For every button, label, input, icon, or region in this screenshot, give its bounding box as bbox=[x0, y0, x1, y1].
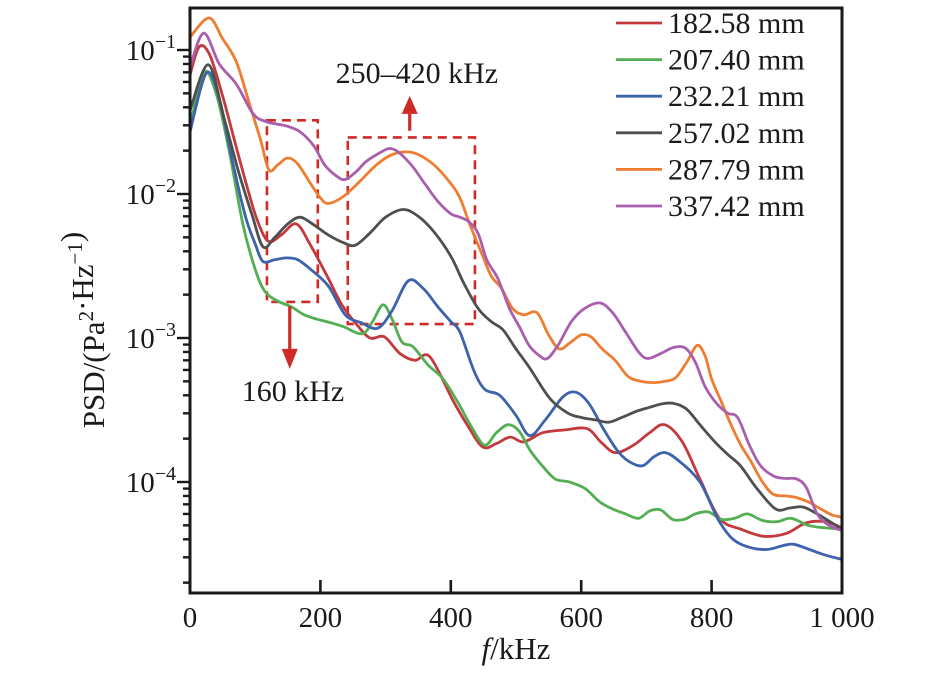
legend-item: 337.42 mm bbox=[616, 190, 805, 223]
legend-label: 287.79 mm bbox=[668, 153, 805, 186]
legend-item: 182.58 mm bbox=[616, 7, 805, 40]
legend-item: 287.79 mm bbox=[616, 153, 805, 186]
series-line-257-02-mm bbox=[190, 63, 842, 531]
y-tick-label: 10−1 bbox=[126, 31, 176, 67]
y-tick-label: 10−4 bbox=[126, 463, 176, 499]
legend-item: 232.21 mm bbox=[616, 80, 805, 113]
annotation-box-160khz bbox=[265, 118, 320, 304]
legend-label: 182.58 mm bbox=[668, 7, 805, 40]
y-axis-title: PSD/(Pa2·Hz−1) bbox=[54, 232, 111, 428]
x-tick-label: 200 bbox=[299, 602, 343, 634]
x-tick-label: 800 bbox=[690, 602, 734, 634]
annotation-label-250-420khz: 250–420 kHz bbox=[336, 57, 498, 90]
x-tick-label: 600 bbox=[559, 602, 603, 634]
plot-frame bbox=[188, 6, 844, 595]
x-tick-label: 400 bbox=[429, 602, 473, 634]
legend-item: 257.02 mm bbox=[616, 117, 805, 150]
legend-label: 337.42 mm bbox=[668, 190, 805, 223]
up-arrow-head bbox=[401, 95, 418, 114]
series-line-337-42-mm bbox=[190, 31, 842, 532]
annotation-box-250-420khz bbox=[346, 136, 477, 326]
series-line-287-79-mm bbox=[190, 16, 842, 519]
x-axis-title: f/kHz bbox=[482, 631, 551, 666]
x-tick-label: 1 000 bbox=[809, 602, 874, 634]
annotation-label-160khz: 160 kHz bbox=[242, 375, 344, 408]
legend-label: 207.40 mm bbox=[668, 44, 805, 77]
y-tick-label: 10−2 bbox=[126, 175, 176, 211]
legend-item: 207.40 mm bbox=[616, 44, 805, 77]
series-line-232-21-mm bbox=[190, 70, 842, 561]
y-tick-label: 10−3 bbox=[126, 319, 176, 355]
legend-label: 257.02 mm bbox=[668, 117, 805, 150]
legend-label: 232.21 mm bbox=[668, 80, 805, 113]
x-tick-label: 0 bbox=[183, 602, 198, 634]
series-group bbox=[190, 16, 842, 561]
down-arrow-head bbox=[281, 348, 298, 369]
